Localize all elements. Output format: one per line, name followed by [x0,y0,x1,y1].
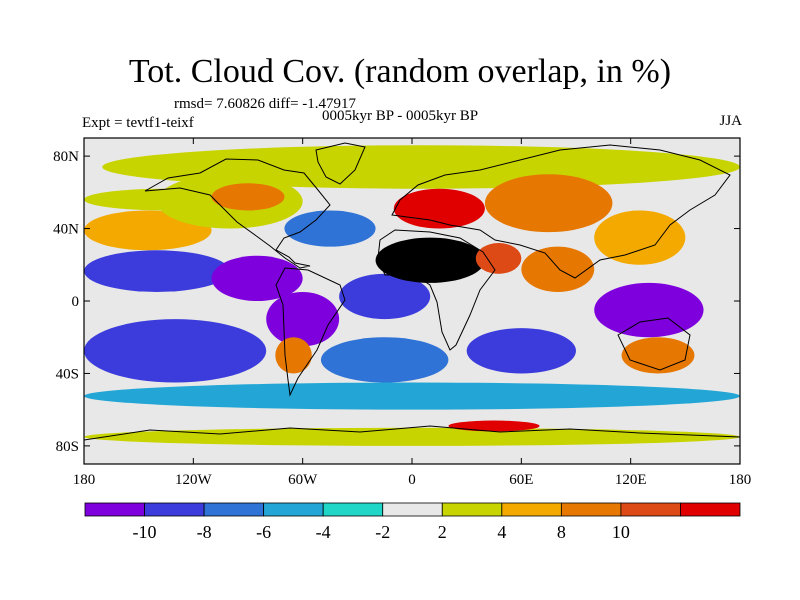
coastline-eurasia [391,144,731,279]
south-america-positive [275,337,312,374]
colorbar-label: -10 [133,522,157,542]
colorbar-label: -2 [375,522,390,542]
colorbar-swatch [680,502,741,517]
indian-ocean-negative [466,328,576,374]
season-label: JJA [719,113,742,129]
coastline-antarctica [84,425,740,441]
west-pacific-negative [594,282,704,338]
southern-ocean-cyan [84,382,740,410]
colorbar-swatch [263,502,324,517]
colorbar-swatch [560,502,622,517]
north-atlantic-cool [284,210,376,247]
coastline-north-america [144,158,331,269]
experiment-label: Expt = tevtf1-teixf [82,115,194,131]
colorbar-swatch [620,502,681,517]
coastline-australia [617,317,691,371]
colorbar-label: -8 [197,522,212,542]
y-tick-label: 80N [53,149,79,165]
india-positive [521,246,595,292]
x-tick-label: 120E [615,472,647,488]
colorbar-label: 10 [612,522,630,542]
south-atlantic-negative [320,337,449,383]
amazon-negative [266,291,340,347]
antarctic-red-patches [448,420,540,432]
x-tick-label: 180 [73,472,96,488]
x-tick-label: 60E [509,472,533,488]
y-tick-label: 40S [56,366,79,382]
tropical-atlantic-negative [339,273,431,320]
colorbar-label: 8 [557,522,566,542]
coastline-greenland [315,142,366,185]
australia-positive [621,337,695,374]
y-tick-label: 40N [53,222,79,238]
colorbar: -10 -8 -6 -4 -2 2 4 8 10 [84,502,741,542]
sahara-positive [375,237,485,283]
coastlines [84,142,740,441]
east-asia-positive [594,210,686,265]
anomaly-field [84,145,740,446]
colorbar-swatch [501,502,562,517]
x-tick-label: 60W [288,472,318,488]
arabia-positive [475,243,522,274]
central-america-negative [211,255,303,301]
chart-title: Tot. Cloud Cov. (random overlap, in %) [128,53,672,90]
x-tick-label: 180 [729,472,752,488]
antarctic-coast-mixed [84,427,740,446]
eurasia-mixed [484,174,613,233]
coastline-south-america [275,267,346,397]
period-label: 0005kyr BP - 0005kyr BP [322,108,479,124]
map-axes: 180 120W 60W 0 60E 120E 180 80N 40N 0 40S 80S [53,138,751,488]
stats-label: rmsd= 7.60826 diff= -1.47917 [174,96,357,112]
colorbar-swatch [382,502,443,517]
colorbar-label: 4 [497,522,506,542]
colorbar-swatch [203,502,265,517]
colorbar-label: 2 [438,522,447,542]
x-tick-label: 120W [175,472,213,488]
subtropical-pacific-negative [84,250,230,292]
south-pacific-negative [84,319,267,383]
colorbar-swatch [84,502,145,517]
x-tick-label: 0 [408,472,416,488]
y-tick-label: 0 [72,294,80,310]
colorbar-label: -6 [256,522,271,542]
y-tick-label: 80S [56,439,79,455]
colorbar-label: -4 [316,522,331,542]
colorbar-swatch [322,502,384,517]
colorbar-swatch [144,502,205,517]
colorbar-swatch [441,502,503,517]
coastline-africa [377,229,496,351]
canada-warm [211,183,285,211]
